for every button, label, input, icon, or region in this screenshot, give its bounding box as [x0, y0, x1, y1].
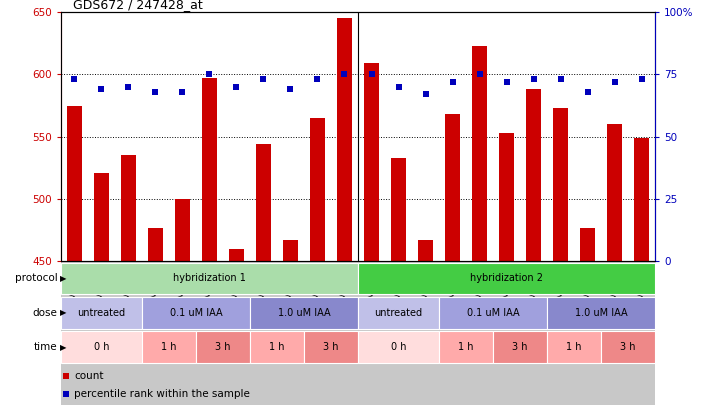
Bar — [634, 138, 649, 261]
Bar — [61, 331, 142, 363]
Bar — [601, 331, 655, 363]
Text: 1.0 uM IAA: 1.0 uM IAA — [575, 308, 627, 318]
Bar — [364, 63, 379, 261]
Bar — [256, 144, 271, 261]
Text: GDS672 / 247428_at: GDS672 / 247428_at — [73, 0, 203, 11]
Bar — [526, 90, 541, 261]
Text: percentile rank within the sample: percentile rank within the sample — [74, 389, 250, 399]
Bar — [142, 331, 196, 363]
Bar — [283, 240, 298, 261]
Bar — [67, 106, 82, 261]
Bar — [310, 118, 325, 261]
Text: time: time — [34, 342, 57, 352]
Bar — [547, 331, 601, 363]
Bar — [202, 78, 217, 261]
Bar — [121, 156, 136, 261]
Text: 0 h: 0 h — [94, 342, 109, 352]
Bar — [445, 114, 460, 261]
Bar — [175, 199, 190, 261]
Bar — [439, 297, 547, 329]
Bar — [337, 18, 352, 261]
Text: 0.1 uM IAA: 0.1 uM IAA — [170, 308, 222, 318]
Text: hybridization 2: hybridization 2 — [470, 273, 543, 283]
Bar — [391, 158, 406, 261]
Text: ▶: ▶ — [59, 274, 67, 283]
Bar — [499, 133, 514, 261]
Text: 3 h: 3 h — [323, 342, 339, 352]
Bar — [418, 240, 433, 261]
Text: 1.0 uM IAA: 1.0 uM IAA — [278, 308, 330, 318]
Bar — [553, 108, 568, 261]
Bar — [358, 331, 439, 363]
Bar — [493, 331, 547, 363]
Text: 1 h: 1 h — [161, 342, 177, 352]
Bar — [547, 297, 655, 329]
Bar — [358, 262, 655, 294]
Text: ▶: ▶ — [59, 308, 67, 318]
Bar — [94, 173, 109, 261]
Bar — [250, 331, 304, 363]
Text: 1 h: 1 h — [458, 342, 474, 352]
Bar — [142, 297, 250, 329]
Text: 1 h: 1 h — [566, 342, 582, 352]
Bar — [607, 124, 622, 261]
Bar — [61, 297, 142, 329]
Text: count: count — [74, 371, 103, 381]
Bar — [439, 331, 493, 363]
Text: ▶: ▶ — [59, 343, 67, 352]
Text: 1 h: 1 h — [269, 342, 285, 352]
Bar — [250, 297, 358, 329]
Bar — [358, 297, 439, 329]
Text: dose: dose — [32, 308, 57, 318]
Text: hybridization 1: hybridization 1 — [173, 273, 246, 283]
Text: 0.1 uM IAA: 0.1 uM IAA — [467, 308, 519, 318]
Bar — [196, 331, 250, 363]
Text: untreated: untreated — [374, 308, 422, 318]
Text: untreated: untreated — [77, 308, 125, 318]
Text: 3 h: 3 h — [620, 342, 636, 352]
Text: 3 h: 3 h — [513, 342, 528, 352]
Bar — [61, 262, 358, 294]
Bar — [304, 331, 358, 363]
Bar — [580, 228, 595, 261]
Bar — [229, 249, 244, 261]
Bar — [472, 46, 487, 261]
Bar — [148, 228, 163, 261]
Text: protocol: protocol — [14, 273, 57, 283]
Text: 3 h: 3 h — [216, 342, 231, 352]
Text: 0 h: 0 h — [391, 342, 406, 352]
